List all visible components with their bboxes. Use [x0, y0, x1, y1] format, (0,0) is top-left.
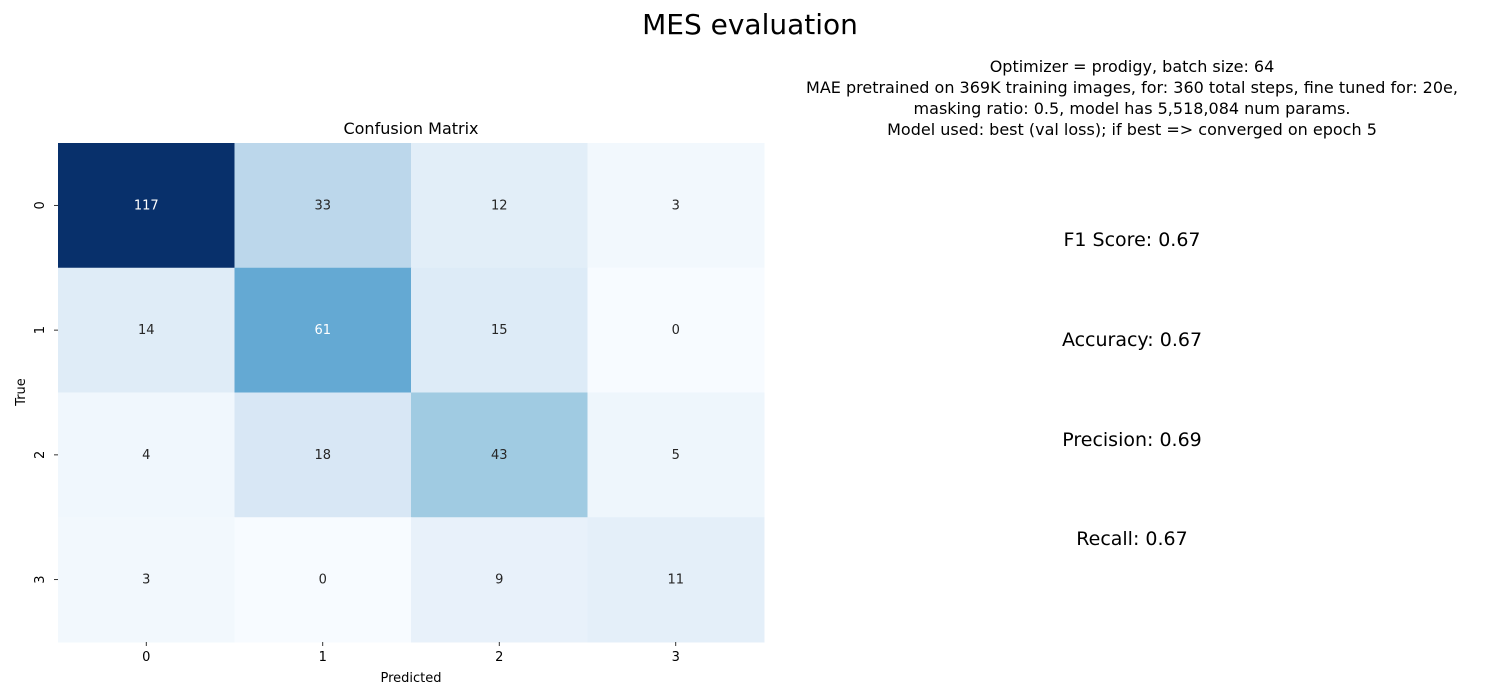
- cell-value-label: 0: [319, 573, 327, 588]
- heatmap-cell: [587, 267, 765, 393]
- heatmap-cell: [587, 392, 765, 518]
- x-tick-label: 3: [672, 650, 680, 665]
- figure-title: MES evaluation: [642, 8, 858, 41]
- heatmap-cell: [58, 517, 235, 643]
- recall: Recall: 0.67: [1076, 528, 1188, 550]
- run-info: Optimizer = prodigy, batch size: 64 MAE …: [782, 56, 1482, 140]
- chart-title: Confusion Matrix: [343, 119, 478, 138]
- x-tick-label: 1: [319, 650, 327, 665]
- heatmap-cell: [587, 143, 765, 269]
- cell-value-label: 12: [491, 198, 508, 213]
- heatmap-cell: [58, 267, 235, 393]
- heatmap-cell: [234, 392, 412, 518]
- heatmap-cell: [411, 267, 588, 393]
- f1-score: F1 Score: 0.67: [1063, 229, 1201, 251]
- info-line: masking ratio: 0.5, model has 5,518,084 …: [913, 99, 1351, 118]
- heatmap-cell: [58, 392, 235, 518]
- heatmap-cell: [234, 517, 412, 643]
- info-line: MAE pretrained on 369K training images, …: [806, 78, 1458, 97]
- y-axis-label: True: [14, 378, 29, 407]
- accuracy: Accuracy: 0.67: [1061, 329, 1203, 351]
- x-tick-label: 2: [495, 650, 503, 665]
- cell-value-label: 43: [491, 448, 508, 463]
- y-tick-label: 2: [33, 451, 48, 459]
- y-tick-label: 0: [33, 201, 48, 209]
- cell-value-label: 5: [672, 448, 680, 463]
- y-tick-label: 3: [33, 575, 48, 583]
- cell-value-label: 11: [667, 573, 684, 588]
- heatmap-cell: [411, 392, 588, 518]
- cell-value-label: 15: [491, 323, 508, 338]
- heatmap-cell: [411, 143, 588, 269]
- cell-value-label: 3: [142, 573, 150, 588]
- heatmap-cell: [587, 517, 765, 643]
- info-line: Model used: best (val loss); if best => …: [887, 120, 1377, 139]
- cell-value-label: 4: [142, 448, 150, 463]
- cell-value-label: 33: [314, 198, 331, 213]
- cell-value-label: 3: [672, 198, 680, 213]
- x-tick-label: 0: [142, 650, 150, 665]
- heatmap-cell: [234, 267, 412, 393]
- heatmap-cell: [234, 143, 412, 269]
- precision: Precision: 0.69: [1062, 429, 1202, 451]
- cell-value-label: 61: [314, 323, 331, 338]
- y-tick-label: 1: [33, 326, 48, 334]
- cell-value-label: 9: [495, 573, 503, 588]
- cell-value-label: 117: [134, 198, 159, 213]
- cell-value-label: 14: [138, 323, 155, 338]
- info-line: Optimizer = prodigy, batch size: 64: [989, 57, 1275, 76]
- cell-value-label: 0: [672, 323, 680, 338]
- cell-value-label: 18: [314, 448, 331, 463]
- heatmap-cell: [411, 517, 588, 643]
- heatmap-cell: [58, 143, 235, 269]
- x-axis-label: Predicted: [380, 671, 441, 686]
